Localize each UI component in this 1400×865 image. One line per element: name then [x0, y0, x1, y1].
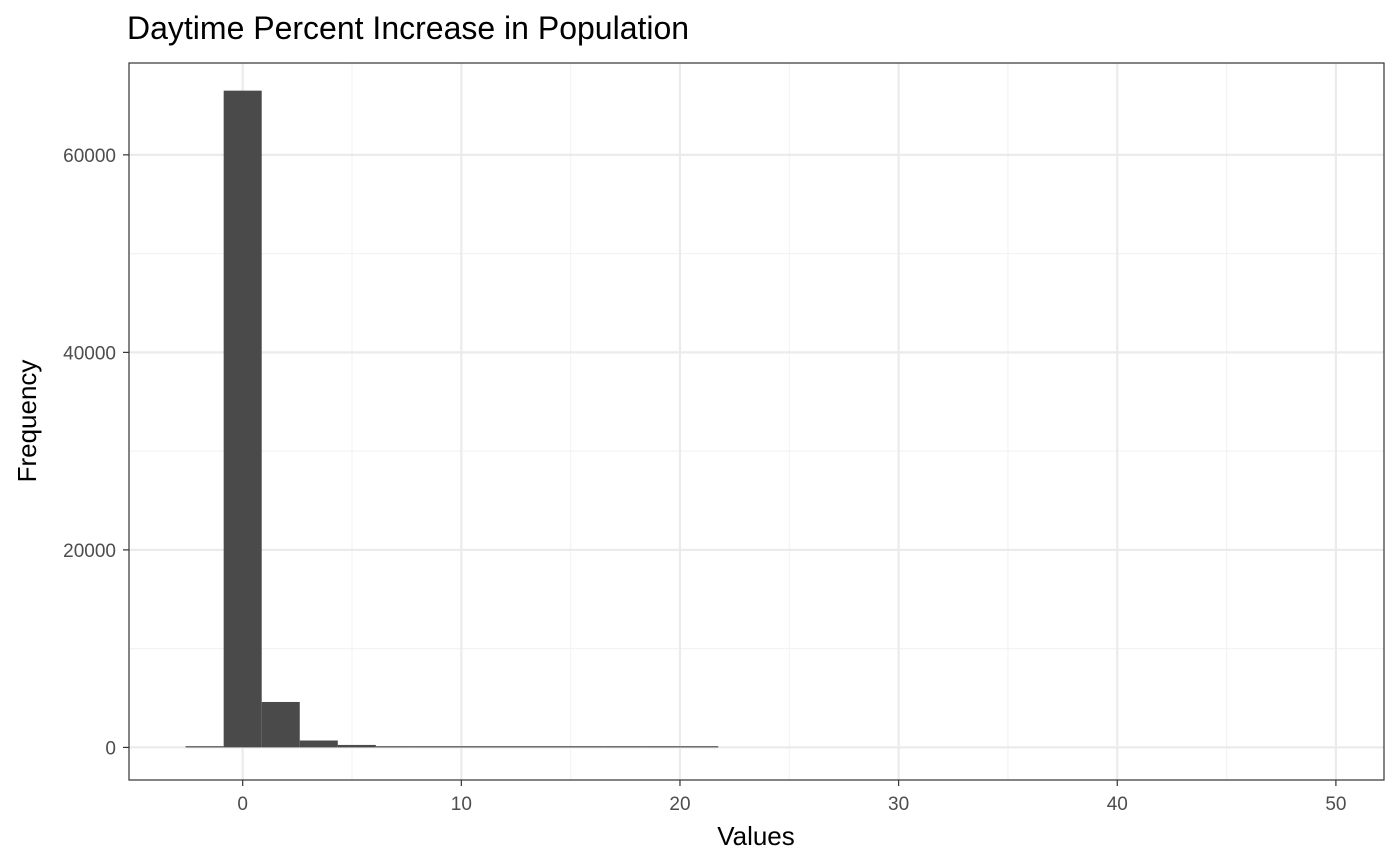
- y-tick-label: 0: [105, 738, 116, 759]
- x-tick-label: 50: [1325, 794, 1346, 815]
- histogram-bar: [604, 746, 643, 748]
- histogram-bar: [185, 746, 224, 748]
- plot-panel-border: [128, 62, 1385, 781]
- histogram-bar: [261, 701, 300, 748]
- y-tick-label: 40000: [63, 343, 116, 364]
- x-tick-label: 20: [669, 794, 690, 815]
- histogram-bar: [642, 746, 681, 748]
- histogram-bar: [489, 746, 529, 748]
- grid-lines: [129, 63, 1384, 780]
- x-tick-label: 30: [888, 794, 909, 815]
- x-axis-title: Values: [717, 821, 795, 851]
- histogram-bar: [337, 744, 376, 748]
- histogram-bar: [299, 740, 338, 748]
- histogram-bar: [413, 746, 452, 748]
- y-tick-label: 20000: [63, 541, 116, 562]
- histogram-bar: [451, 746, 490, 748]
- histogram-bar: [528, 746, 567, 748]
- x-tick-label: 10: [451, 794, 472, 815]
- histogram-bar: [375, 746, 414, 748]
- histogram-bar: [680, 746, 719, 748]
- y-axis-ticks: 0 20000 40000 60000: [63, 146, 129, 759]
- chart-title: Daytime Percent Increase in Population: [127, 10, 689, 46]
- x-tick-label: 0: [237, 794, 248, 815]
- histogram-bars: [185, 90, 719, 748]
- histogram-bar: [223, 90, 262, 748]
- x-tick-label: 40: [1107, 794, 1128, 815]
- histogram-bar: [566, 746, 605, 748]
- x-axis-ticks: 0 10 20 30 40 50: [237, 780, 1346, 815]
- y-axis-title: Frequency: [12, 360, 42, 483]
- y-tick-label: 60000: [63, 146, 116, 167]
